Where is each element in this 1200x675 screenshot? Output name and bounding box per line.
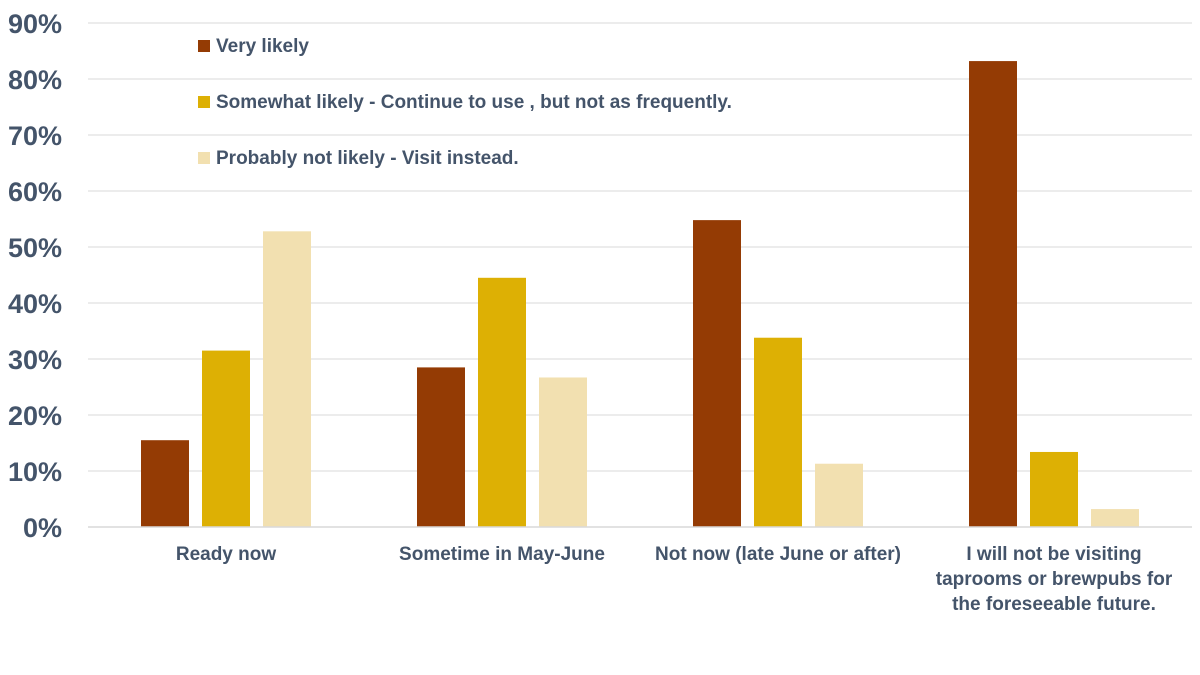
y-tick-label: 60% [8,177,62,207]
legend-swatch [198,96,210,108]
bar [1091,509,1139,527]
x-category-label: I will not be visiting taprooms or brewpu… [936,544,1173,615]
y-tick-label: 10% [8,457,62,487]
legend-label: Probably not likely - Visit instead. [216,148,519,169]
y-tick-label: 20% [8,401,62,431]
bar [754,337,802,527]
legend-swatch [198,152,210,164]
bar [1030,451,1078,527]
bars [141,61,1139,528]
y-tick-label: 50% [8,233,62,263]
bar [969,61,1017,528]
y-tick-label: 0% [23,513,62,543]
bar [417,367,465,527]
x-axis-categories: Ready now Sometime in May-June Not now (la… [176,544,1173,615]
bar [815,463,863,527]
legend-swatch [198,40,210,52]
bar [263,231,311,527]
bar [478,277,526,527]
legend-label: Somewhat likely - Continue to use , but … [216,92,732,113]
y-tick-label: 90% [8,9,62,39]
y-tick-label: 40% [8,289,62,319]
bar [693,220,741,527]
x-category-label: Ready now [176,544,277,565]
x-category-label: Sometime in May-June [399,544,605,565]
bar [539,377,587,527]
y-tick-label: 30% [8,345,62,375]
bar [141,440,189,527]
bar [202,350,250,527]
gridlines [88,22,1192,472]
legend-label: Very likely [216,36,309,57]
y-tick-label: 70% [8,121,62,151]
y-axis-ticks: 0% 10% 20% 30% 40% 50% 60% 70% 80% 90% [8,9,62,543]
legend: Very likely Somewhat likely - Continue to… [198,36,732,169]
y-tick-label: 80% [8,65,62,95]
x-category-label: Not now (late June or after) [655,544,901,565]
